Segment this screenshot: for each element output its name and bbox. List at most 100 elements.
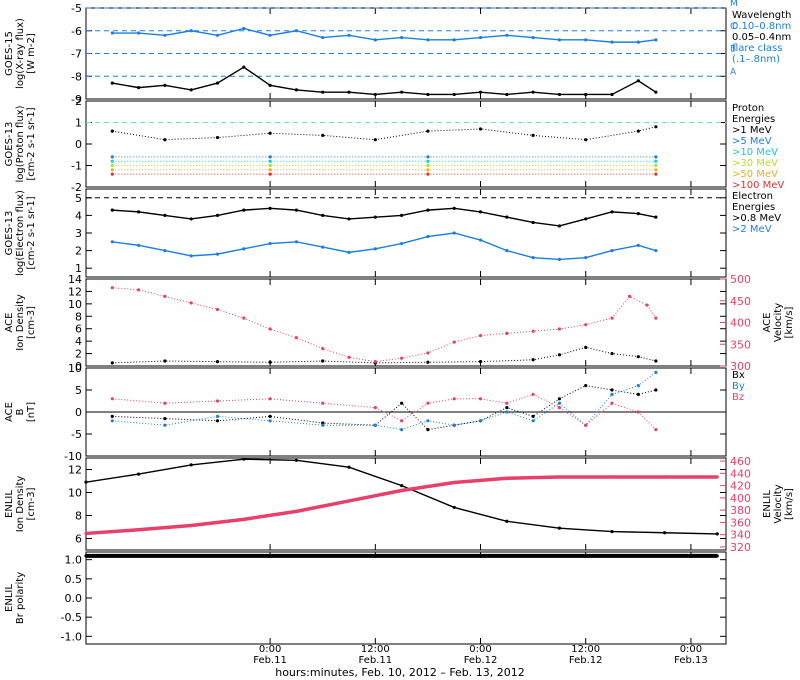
- data-point: [137, 243, 141, 247]
- y-tick-label: 1.0: [65, 554, 83, 567]
- data-point: [478, 360, 483, 364]
- y-tick-label: 2: [75, 245, 82, 258]
- data-point: [531, 35, 535, 40]
- left-axis-label: [cm-3]: [26, 306, 37, 339]
- data-point: [478, 35, 483, 40]
- data-point: [426, 163, 430, 168]
- data-point: [321, 133, 325, 137]
- left-axis-label: log(Proton flux): [15, 105, 26, 182]
- left-axis-label: ENLIL: [4, 584, 15, 612]
- y2-tick-label: 300: [730, 360, 751, 373]
- x-tick-date: Feb.11: [253, 655, 287, 666]
- right-axis-label: Velocity: [773, 484, 784, 523]
- data-point: [400, 35, 404, 40]
- data-point: [610, 92, 614, 97]
- data-point: [452, 480, 456, 485]
- data-point: [321, 359, 325, 363]
- data-point: [505, 33, 509, 37]
- panel-frame: [85, 278, 727, 367]
- data-point: [610, 351, 614, 356]
- data-point: [478, 127, 483, 131]
- data-point: [84, 531, 88, 536]
- data-point: [163, 33, 167, 37]
- left-axis-label: Ion Density: [15, 476, 26, 533]
- data-point: [110, 159, 114, 163]
- data-point: [268, 414, 272, 418]
- y-tick-label: 5: [75, 384, 82, 397]
- data-point: [373, 247, 377, 251]
- data-point: [557, 397, 562, 401]
- data-point: [347, 250, 351, 254]
- data-point: [584, 138, 588, 142]
- series-line: [112, 346, 656, 364]
- data-point: [163, 213, 167, 217]
- data-point: [452, 38, 456, 42]
- data-point: [268, 83, 272, 87]
- data-point: [215, 81, 220, 85]
- data-point: [242, 208, 246, 212]
- data-point: [584, 38, 588, 42]
- y-tick-label: 4: [75, 335, 82, 348]
- legend-item: >30 MeV: [732, 158, 778, 169]
- time-axis-label: hours:minutes, Feb. 10, 2012 – Feb. 13, …: [275, 666, 525, 679]
- data-point: [610, 475, 614, 479]
- y2-tick-label: 500: [730, 273, 751, 286]
- legend-item: Bx: [732, 370, 745, 381]
- y-tick-label: 3: [75, 227, 82, 240]
- data-point: [268, 131, 272, 135]
- data-point: [636, 243, 640, 247]
- panel-frame: [85, 551, 727, 645]
- flare-level-label: A: [730, 67, 737, 77]
- legend-item: >2 MeV: [732, 224, 772, 235]
- data-point: [636, 79, 640, 83]
- data-point: [110, 172, 114, 176]
- data-point: [347, 499, 351, 503]
- flare-level-label: B: [730, 45, 736, 55]
- data-point: [294, 208, 299, 212]
- data-point: [610, 210, 614, 214]
- data-point: [584, 423, 588, 427]
- data-point: [268, 168, 272, 172]
- panel-3: 1 2 3 4 5 GOES-13 log(Electron flux) [cm-2 s-1 …: [4, 188, 781, 278]
- data-point: [584, 384, 588, 388]
- y-tick-label: 6: [75, 323, 82, 336]
- data-point: [557, 224, 562, 228]
- data-point: [400, 213, 404, 217]
- legend-item: By: [732, 381, 745, 392]
- left-axis-label: Br polarity: [15, 572, 26, 624]
- data-point: [294, 88, 299, 92]
- data-point: [584, 256, 588, 260]
- left-axis-label: [cm-2 s-1 sr-1]: [26, 107, 37, 180]
- y2-tick-label: 450: [730, 295, 751, 308]
- data-point: [110, 397, 114, 401]
- y-tick-label: 0.0: [65, 592, 83, 605]
- panel-1: -9 -8 -7 -6 -5 GOES-15 log(X-ray flux) [W m-2] A…: [4, 0, 791, 106]
- data-point: [645, 303, 649, 307]
- data-point: [137, 472, 141, 476]
- series-line: [112, 232, 657, 261]
- data-point: [426, 208, 430, 212]
- flare-level-label: C: [730, 22, 736, 32]
- legend-item: flare class: [732, 43, 782, 54]
- y2-tick-label: 380: [730, 504, 751, 517]
- data-point: [505, 519, 509, 523]
- left-axis-label: log(X-ray flux): [15, 18, 26, 89]
- data-point: [557, 353, 562, 357]
- data-point: [610, 40, 614, 44]
- y-tick-label: 1: [75, 262, 82, 275]
- x-tick-time: 0:00: [680, 644, 702, 655]
- data-point: [268, 327, 272, 331]
- data-point: [268, 397, 272, 401]
- data-point: [294, 240, 299, 244]
- y-tick-label: 0: [75, 138, 82, 151]
- left-axis-label: log(Electron flux): [15, 190, 26, 276]
- data-point: [478, 333, 483, 338]
- data-point: [654, 163, 658, 168]
- data-point: [426, 38, 430, 42]
- series-line: [112, 126, 656, 141]
- data-point: [557, 327, 562, 331]
- data-point: [715, 554, 719, 558]
- data-point: [452, 423, 456, 427]
- y-tick-label: 10: [68, 487, 82, 500]
